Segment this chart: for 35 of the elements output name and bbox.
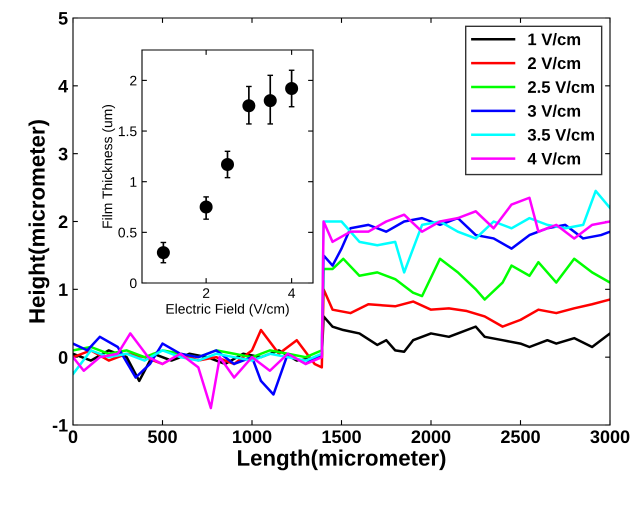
point — [156, 246, 170, 260]
y-tick-label: 2 — [58, 215, 68, 228]
x-tick-label: 0 — [68, 430, 78, 444]
point — [285, 82, 298, 95]
x-tick-label: 2000 — [412, 430, 450, 444]
y-tick-label: 3 — [58, 148, 68, 160]
y-tick-label: 0.5 — [118, 228, 137, 238]
x-axis-title: Electric Field (V/cm) — [166, 304, 289, 317]
legend-label: 3 V/cm — [528, 104, 580, 118]
x-axis-title: Length(micrometer) — [238, 449, 446, 470]
legend-label: 3.5 V/cm — [528, 128, 594, 141]
y-tick-label: 1.5 — [118, 126, 137, 136]
legend-label: 2 V/cm — [528, 56, 580, 70]
y-tick-label: 4 — [58, 80, 68, 92]
point — [220, 158, 234, 171]
y-tick-label: -1 — [52, 419, 68, 432]
point — [264, 94, 277, 108]
legend-label: 1 V/cm — [528, 33, 580, 46]
x-tick-label: 1000 — [233, 430, 272, 444]
y-tick-label: 0 — [58, 351, 68, 364]
y-axis-title: Height(micrometer) — [28, 120, 50, 322]
x-tick-label: 1500 — [322, 430, 361, 444]
point — [242, 99, 256, 112]
y-axis-title: Film Thickness (um) — [102, 104, 116, 228]
x-tick-label: 2500 — [501, 430, 540, 444]
legend-label: 4 V/cm — [528, 152, 580, 165]
y-tick-label: 0 — [130, 278, 137, 288]
y-tick-label: 1 — [130, 177, 136, 187]
x-tick-label: 500 — [148, 430, 177, 444]
y-tick-label: 5 — [58, 12, 68, 25]
legend-label: 2.5 V/cm — [528, 80, 594, 94]
point — [200, 200, 213, 214]
x-tick-label: 3000 — [590, 430, 630, 444]
y-tick-label: 2 — [130, 76, 136, 86]
y-tick-label: 1 — [59, 283, 68, 296]
